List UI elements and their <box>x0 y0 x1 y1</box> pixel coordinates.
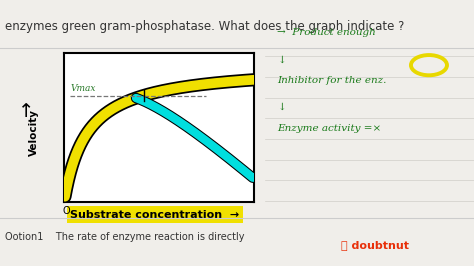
Text: Vmax: Vmax <box>71 84 96 93</box>
Text: ↓: ↓ <box>277 56 286 65</box>
Text: Enzyme activity =×: Enzyme activity =× <box>277 124 382 133</box>
Text: ↓: ↓ <box>277 102 286 111</box>
Text: ↑: ↑ <box>18 102 34 121</box>
Text: Inhibitor for the enz.: Inhibitor for the enz. <box>277 76 387 85</box>
Text: →  Product enough: → Product enough <box>277 28 376 37</box>
Text: Ootion1    The rate of enzyme reaction is directly: Ootion1 The rate of enzyme reaction is d… <box>5 231 244 242</box>
Text: enzymes green gram-phosphatase. What does the graph indicate ?: enzymes green gram-phosphatase. What doe… <box>5 20 404 33</box>
Text: 🎵 doubtnut: 🎵 doubtnut <box>341 240 409 250</box>
Text: O: O <box>63 206 70 216</box>
Text: Velocity: Velocity <box>29 110 39 156</box>
Text: Substrate concentration  →: Substrate concentration → <box>70 210 239 220</box>
